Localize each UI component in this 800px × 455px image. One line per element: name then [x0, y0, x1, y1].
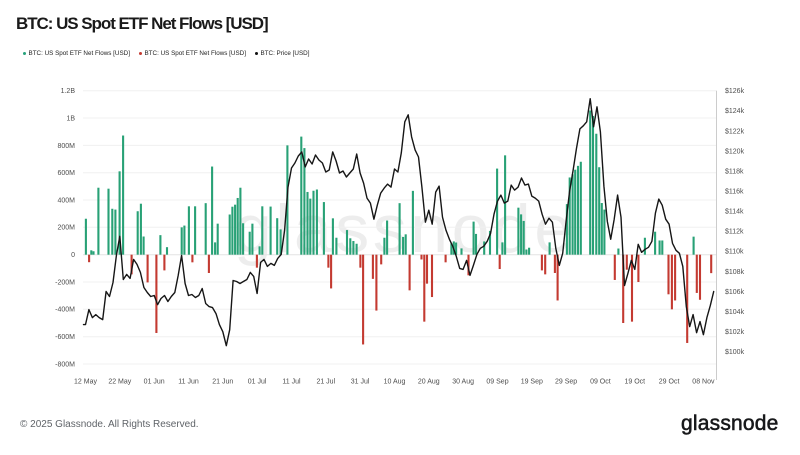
svg-text:$106k: $106k	[725, 289, 745, 296]
svg-text:$124k: $124k	[725, 108, 745, 115]
svg-text:600M: 600M	[57, 170, 75, 177]
svg-text:19 Sep: 19 Sep	[521, 379, 543, 386]
svg-text:$126k: $126k	[725, 88, 745, 95]
svg-text:30 Aug: 30 Aug	[452, 379, 474, 386]
svg-text:$100k: $100k	[725, 349, 745, 356]
svg-text:01 Jun: 01 Jun	[144, 379, 165, 386]
svg-text:1B: 1B	[66, 115, 75, 122]
svg-text:-800M: -800M	[55, 361, 75, 368]
svg-text:$104k: $104k	[725, 309, 745, 316]
svg-text:$114k: $114k	[725, 209, 744, 216]
svg-text:21 Jun: 21 Jun	[212, 379, 233, 386]
svg-text:19 Oct: 19 Oct	[624, 379, 645, 386]
svg-text:-200M: -200M	[55, 279, 75, 286]
svg-text:$102k: $102k	[725, 329, 745, 336]
svg-text:$112k: $112k	[725, 229, 744, 236]
svg-text:21 Jul: 21 Jul	[316, 379, 335, 386]
svg-text:1.2B: 1.2B	[61, 88, 76, 95]
svg-text:09 Sep: 09 Sep	[486, 379, 508, 386]
svg-text:$110k: $110k	[725, 249, 744, 256]
svg-text:$118k: $118k	[725, 168, 744, 175]
svg-text:$122k: $122k	[725, 128, 745, 135]
svg-text:29 Oct: 29 Oct	[659, 379, 680, 386]
svg-text:400M: 400M	[57, 197, 75, 204]
svg-text:12 May: 12 May	[74, 379, 97, 386]
svg-text:31 Jul: 31 Jul	[351, 379, 370, 386]
svg-text:10 Aug: 10 Aug	[384, 379, 406, 386]
svg-text:01 Jul: 01 Jul	[248, 379, 267, 386]
svg-text:29 Sep: 29 Sep	[555, 379, 577, 386]
svg-text:800M: 800M	[57, 143, 75, 150]
svg-text:11 Jun: 11 Jun	[178, 379, 199, 386]
svg-text:09 Oct: 09 Oct	[590, 379, 611, 386]
svg-text:-400M: -400M	[55, 307, 75, 314]
svg-text:0: 0	[71, 252, 75, 259]
svg-text:-600M: -600M	[55, 334, 75, 341]
svg-text:11 Jul: 11 Jul	[282, 379, 301, 386]
svg-text:200M: 200M	[57, 225, 75, 232]
svg-text:$108k: $108k	[725, 269, 745, 276]
svg-text:$120k: $120k	[725, 148, 745, 155]
svg-text:08 Nov: 08 Nov	[692, 379, 715, 386]
svg-text:20 Aug: 20 Aug	[418, 379, 440, 386]
svg-text:$116k: $116k	[725, 189, 744, 196]
svg-text:22 May: 22 May	[108, 379, 131, 386]
